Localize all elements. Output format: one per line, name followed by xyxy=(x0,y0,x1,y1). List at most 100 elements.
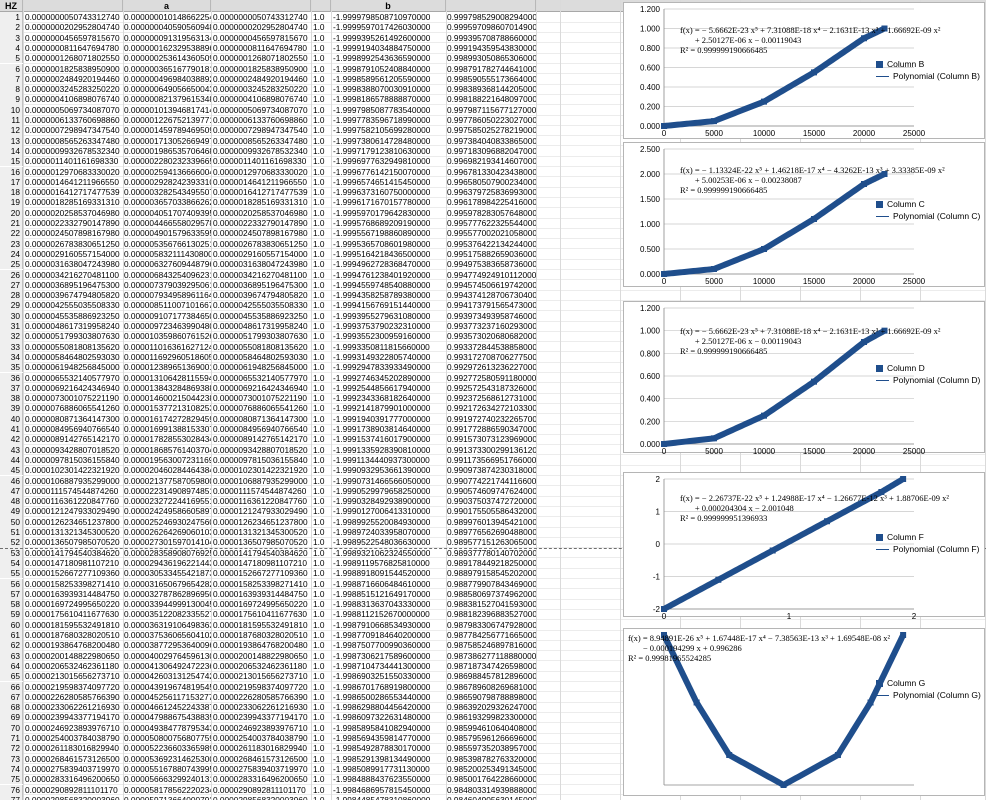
cell-a2[interactable]: 0.0000103598607615260 xyxy=(124,331,211,342)
cell-v[interactable]: 1.0 xyxy=(313,290,325,301)
cell-b[interactable]: -1.9993149322805740000 xyxy=(333,351,431,362)
cell-b[interactable]: -1.9989522548036630000 xyxy=(333,537,431,548)
cell-v[interactable]: 1.0 xyxy=(313,228,325,239)
cell-a2[interactable]: 0.0000522366033659890 xyxy=(124,743,211,754)
cell-c[interactable]: 0.9953764221342440000 xyxy=(447,238,536,249)
cell-b[interactable]: -1.9995567198860890000 xyxy=(333,228,431,239)
cell-c[interactable]: 0.9909738742303180000 xyxy=(447,465,536,476)
column-header-f[interactable] xyxy=(446,0,536,12)
cell-c[interactable]: 0.9969821934146070000 xyxy=(447,156,536,167)
cell-a3[interactable]: 0.0000065532140577970 xyxy=(213,372,308,383)
cell-c[interactable]: 0.9949753836587360000 xyxy=(447,259,536,270)
cell-v[interactable]: 1.0 xyxy=(313,218,325,228)
row-header[interactable]: 55 xyxy=(0,568,23,579)
row-header[interactable]: 4 xyxy=(0,42,23,54)
row-header[interactable]: 54 xyxy=(0,557,23,569)
cell-a2[interactable]: 0.0000178285530284340 xyxy=(124,434,211,445)
cell-b[interactable]: -1.9985291398134490000 xyxy=(333,753,431,764)
row-header[interactable]: 60 xyxy=(0,619,23,630)
cell-a[interactable]: 0.0000246923893976710 xyxy=(25,722,120,733)
cell-c[interactable]: 0.9889791585452020000 xyxy=(447,568,536,579)
cell-a3[interactable]: 0.0000048617319958240 xyxy=(213,321,308,331)
cell-v[interactable]: 1.0 xyxy=(313,321,325,331)
cell-v[interactable]: 1.0 xyxy=(313,238,325,249)
cell-a3[interactable]: 0.0000045535886923250 xyxy=(213,310,308,321)
cell-a2[interactable]: 0.0000195630072311690 xyxy=(124,454,211,465)
cell-b[interactable]: -1.9988112152670000000 xyxy=(333,609,430,620)
cell-b[interactable]: -1.9987709184640200000 xyxy=(333,630,431,640)
cell-a3[interactable]: 0.0000254003784038790 xyxy=(213,733,308,743)
cell-a3[interactable]: 0.0000181595532491810 xyxy=(213,619,308,630)
cell-a[interactable]: 0.0000254003784038790 xyxy=(25,733,120,743)
cell-c[interactable]: 0.9965805079002340000 xyxy=(447,176,536,187)
cell-a2[interactable]: 0.0000161742728294590 xyxy=(124,413,211,424)
cell-a3[interactable]: 0.0000000811647694780 xyxy=(213,42,307,53)
cell-b[interactable]: -1.9992141879901000000 xyxy=(333,403,431,414)
cell-a2[interactable]: 0.0000387729536400960 xyxy=(124,640,211,651)
cell-b[interactable]: -1.9999597017426030000 xyxy=(333,22,431,33)
cell-a[interactable]: 0.0000121247933029490 xyxy=(25,506,120,517)
row-header[interactable]: 42 xyxy=(0,434,23,445)
cell-a2[interactable]: 0.0000008213796153480 xyxy=(124,94,211,105)
cell-c[interactable]: 0.9937732371602930000 xyxy=(447,321,536,331)
cell-a2[interactable]: 0.0000327878628969500 xyxy=(124,588,211,599)
cell-a2[interactable]: 0.0000032825434955078 xyxy=(124,187,211,198)
cell-b[interactable]: -1.9991738903814640000 xyxy=(333,424,431,434)
cell-a[interactable]: 0.0000097815036155840 xyxy=(25,454,120,465)
cell-a[interactable]: 0.0000126234651237800 xyxy=(25,516,120,527)
cell-a2[interactable]: 0.0000452561171532770 xyxy=(124,691,211,702)
cell-a[interactable]: 0.0000022332790147890 xyxy=(25,218,120,228)
cell-c[interactable]: 0.9995970986070149000 xyxy=(447,22,536,33)
cell-c[interactable]: 0.9921726342721033000 xyxy=(447,403,536,414)
cell-a[interactable]: 0.0000131321345300520 xyxy=(25,527,120,537)
cell-b[interactable]: -1.9985089917731130000 xyxy=(333,763,430,774)
row-header[interactable]: 20 xyxy=(0,207,23,218)
cell-a2[interactable]: 0.0000049015796335950 xyxy=(124,228,211,239)
cell-c[interactable]: 0.9903750374727200000 xyxy=(447,496,536,507)
cell-a[interactable]: 0.0000051799303807630 xyxy=(25,331,120,342)
row-header[interactable]: 47 xyxy=(0,485,23,497)
cell-a3[interactable]: 0.0000126234651237800 xyxy=(213,516,308,527)
cell-a2[interactable]: 0.0000116929605186050 xyxy=(124,351,211,362)
cell-a2[interactable]: 0.0000085110071016670 xyxy=(124,300,211,311)
row-header[interactable]: 12 xyxy=(0,125,23,136)
row-header[interactable]: 26 xyxy=(0,269,23,280)
cell-a[interactable]: 0.0000089142765142170 xyxy=(25,434,120,445)
cell-v[interactable]: 1.0 xyxy=(313,362,325,373)
row-header[interactable]: 65 xyxy=(0,671,23,682)
cell-v[interactable]: 1.0 xyxy=(313,640,325,651)
cell-a3[interactable]: 0.0000213015656273710 xyxy=(213,671,308,682)
cell-a2[interactable]: 0.0000040517074093950 xyxy=(124,207,211,218)
cell-a3[interactable]: 0.0000009932678532340 xyxy=(213,145,308,156)
cell-a2[interactable]: 0.0000006490566500430 xyxy=(124,84,211,95)
cell-b[interactable]: -1.9995768689209190000 xyxy=(333,218,431,228)
cell-c[interactable]: 0.9943741287067304000 xyxy=(447,290,536,301)
row-header[interactable]: 33 xyxy=(0,341,23,352)
cell-c[interactable]: 0.9977860502230270000 xyxy=(447,115,536,125)
cell-c[interactable]: 0.9852002534913450000 xyxy=(447,763,536,774)
cell-b[interactable]: -1.9994559748540880000 xyxy=(333,279,431,290)
cell-c[interactable]: 0.9865907987888980000 xyxy=(447,691,536,702)
cell-b[interactable]: -1.9999395261492600000 xyxy=(333,32,431,43)
row-header[interactable]: 2 xyxy=(0,22,23,33)
cell-c[interactable]: 0.9899760139454210000 xyxy=(447,516,536,527)
cell-v[interactable]: 1.0 xyxy=(313,712,325,723)
cell-a3[interactable]: 0.0000026783830651250 xyxy=(213,238,308,249)
cell-a2[interactable]: 0.0000375360656041020 xyxy=(124,630,211,640)
cell-a3[interactable]: 0.0000152667277109360 xyxy=(213,568,308,579)
cell-a[interactable]: 0.0000187680328020510 xyxy=(25,630,120,640)
cell-c[interactable]: 0.9955770020210580000 xyxy=(447,228,536,239)
cell-a[interactable]: 0.0000147180981107210 xyxy=(25,557,119,568)
cell-c[interactable]: 0.9963797258369930000 xyxy=(447,187,536,198)
cell-v[interactable]: 1.0 xyxy=(313,53,325,64)
cell-c[interactable]: 0.9893777801407020000 xyxy=(447,547,536,558)
cell-a3[interactable]: 0.0000200148822980650 xyxy=(213,650,308,661)
column-header-a[interactable] xyxy=(23,0,123,12)
cell-v[interactable]: 1.0 xyxy=(313,465,325,476)
cell-b[interactable]: -1.9999798508710970000 xyxy=(333,12,431,22)
cell-b[interactable]: -1.9989724033958070000 xyxy=(333,527,431,537)
cell-a3[interactable]: 0.0000169724995650220 xyxy=(213,599,308,610)
cell-a3[interactable]: 0.0000141794540384620 xyxy=(213,547,308,558)
cell-b[interactable]: -1.9994156769151440000 xyxy=(333,300,431,311)
cell-v[interactable]: 1.0 xyxy=(313,681,325,692)
